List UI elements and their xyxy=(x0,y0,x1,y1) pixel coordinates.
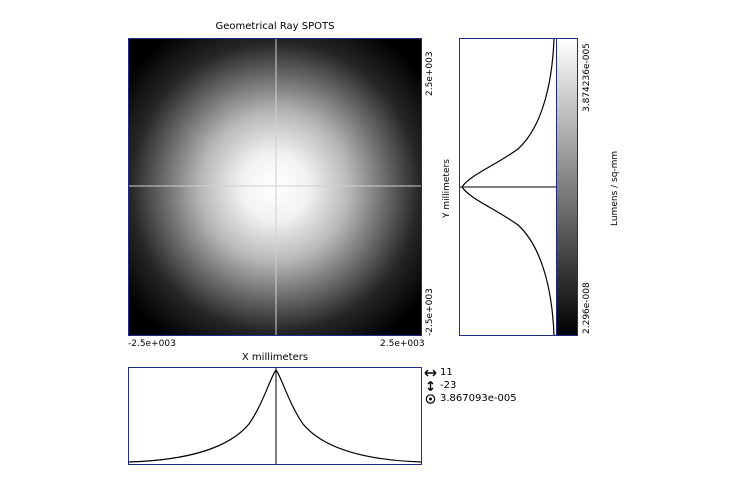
y-profile-plot[interactable] xyxy=(459,38,557,336)
colorbar xyxy=(556,38,578,336)
cursor-value-readout: 3.867093e-005 xyxy=(424,393,517,404)
y-axis-min-label: -2.5e+003 xyxy=(425,288,435,336)
x-profile-curve xyxy=(128,369,422,463)
cursor-y-readout: -23 xyxy=(424,380,456,391)
spot-image-plot[interactable] xyxy=(128,38,422,336)
target-icon xyxy=(424,393,437,404)
x-profile-chart xyxy=(128,368,422,464)
y-profile-curve xyxy=(461,38,555,336)
x-axis-max-label: 2.5e+003 xyxy=(380,339,425,349)
x-axis-min-label: -2.5e+003 xyxy=(128,339,176,349)
cursor-y-value: -23 xyxy=(440,380,457,391)
colorbar-min-label: 2.296e-008 xyxy=(582,282,592,334)
y-axis-max-label: 2.5e+003 xyxy=(425,51,435,96)
spot-image xyxy=(129,39,421,335)
vertical-arrows-icon xyxy=(424,380,437,391)
x-profile-plot[interactable] xyxy=(128,367,422,465)
y-profile-chart xyxy=(460,38,556,336)
x-axis-label: X millimeters xyxy=(241,352,309,363)
y-axis-label: Y millimeters xyxy=(442,159,452,218)
colorbar-unit-label: Lumens / sq-mm xyxy=(610,150,620,226)
cursor-x-value: 11 xyxy=(440,367,453,378)
cursor-intensity-value: 3.867093e-005 xyxy=(440,393,517,404)
colorbar-max-label: 3.874236e-005 xyxy=(582,43,592,112)
plot-title: Geometrical Ray SPOTS xyxy=(215,21,335,32)
horizontal-arrows-icon xyxy=(424,368,437,378)
cursor-x-readout: 11 xyxy=(424,367,453,378)
